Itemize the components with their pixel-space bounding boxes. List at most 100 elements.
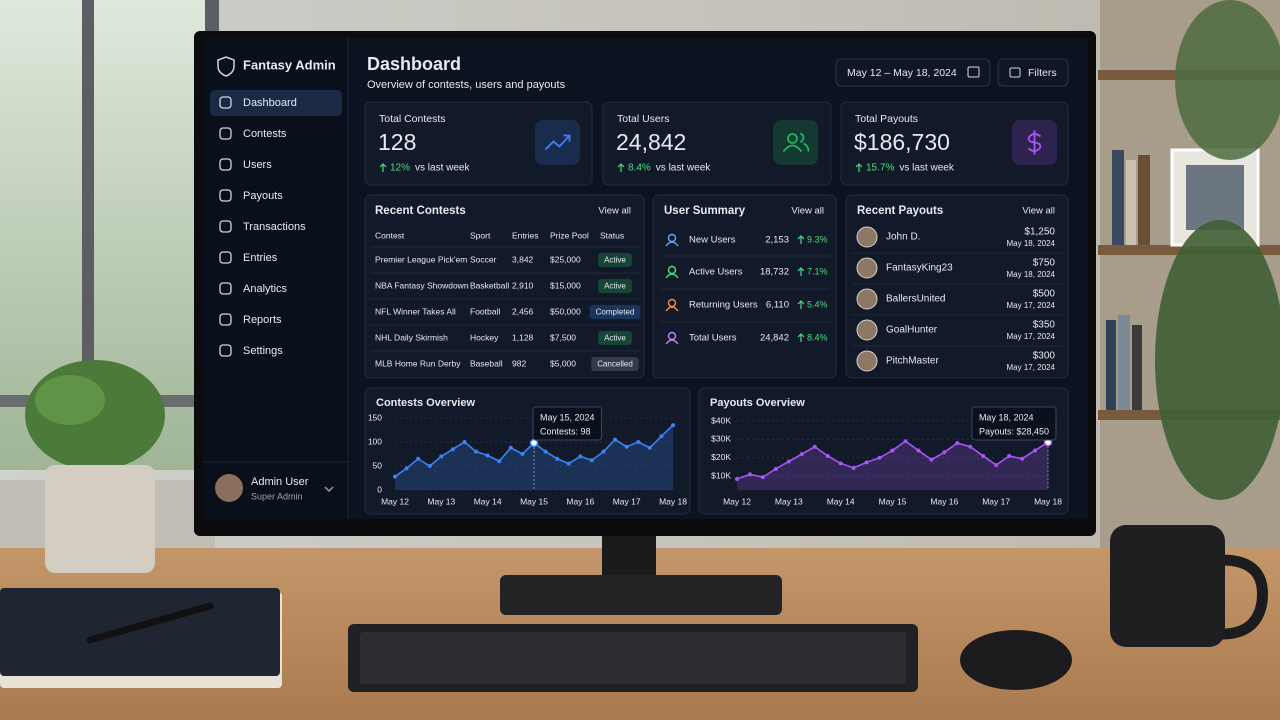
brand: Fantasy Admin	[243, 57, 336, 72]
summary-icon	[665, 241, 679, 247]
payout-amount: $750	[1033, 258, 1056, 269]
x-tick-label: May 17	[613, 496, 641, 506]
stat-label: Total Payouts	[855, 113, 918, 125]
filters-label[interactable]: Filters	[1028, 67, 1057, 79]
brand-icon	[217, 56, 235, 77]
panel-title: Recent Payouts	[857, 205, 943, 217]
nav-icon[interactable]	[219, 189, 232, 202]
y-tick-label: $20K	[711, 452, 731, 462]
point	[555, 456, 560, 461]
tooltip-text: Payouts: $28,450	[979, 426, 1049, 436]
point	[903, 439, 908, 444]
nav-active[interactable]	[210, 90, 342, 116]
nav-item[interactable]: Entries	[243, 252, 278, 264]
pen	[86, 602, 214, 644]
point	[812, 444, 817, 449]
nav-icon[interactable]	[219, 344, 232, 357]
point	[1033, 448, 1038, 453]
up-arrow	[855, 163, 863, 172]
point	[450, 447, 455, 452]
view-all-link[interactable]: View all	[1022, 206, 1055, 217]
y-tick-label: $10K	[711, 470, 731, 480]
payout-amount: $350	[1033, 320, 1056, 331]
mouse	[960, 630, 1072, 690]
view-all-link[interactable]: View all	[791, 206, 824, 217]
payout-name: John D.	[886, 232, 920, 243]
monitor-base	[500, 575, 782, 615]
nav-icon[interactable]	[219, 158, 232, 171]
nav-icon[interactable]	[219, 220, 232, 233]
date-range[interactable]: May 12 – May 18, 2024	[847, 67, 957, 79]
table-cell: $15,000	[550, 280, 581, 290]
point	[659, 434, 664, 439]
nav-icon[interactable]	[219, 96, 232, 109]
nav-icon[interactable]	[219, 313, 232, 326]
view-all-link[interactable]: View all	[598, 206, 631, 217]
book	[1126, 160, 1136, 245]
status-label: Active	[604, 334, 626, 343]
table-cell: 2,456	[512, 306, 534, 316]
summary-change: 9.3%	[807, 234, 828, 244]
filters-icon[interactable]	[1009, 67, 1021, 78]
keyboard-keys	[360, 632, 906, 684]
chart-title: Contests Overview	[376, 397, 475, 409]
filters-button[interactable]	[997, 58, 1069, 87]
up-arrow	[797, 235, 805, 244]
summary-change: 7.1%	[807, 266, 828, 276]
x-tick-label: May 13	[427, 496, 455, 506]
table-cell: NBA Fantasy Showdown	[375, 280, 469, 290]
tooltip-text: Contests: 98	[540, 426, 591, 436]
point	[851, 465, 856, 470]
picture	[1186, 165, 1244, 230]
area	[395, 425, 673, 490]
date-range-button[interactable]	[835, 58, 991, 87]
payout-date: May 18, 2024	[1007, 239, 1056, 248]
point	[1007, 453, 1012, 458]
nav-item[interactable]: Users	[243, 159, 272, 171]
x-tick-label: May 13	[775, 496, 803, 506]
nav-item[interactable]: Settings	[243, 345, 283, 357]
x-tick-label: May 14	[474, 496, 502, 506]
user-avatar[interactable]	[215, 474, 243, 502]
point	[416, 456, 421, 461]
column-header: Sport	[470, 230, 491, 240]
nav-item[interactable]: Transactions	[243, 221, 306, 233]
summary-change: 5.4%	[807, 299, 828, 309]
nav-item[interactable]: Payouts	[243, 190, 283, 202]
column-header: Contest	[375, 230, 405, 240]
nav-icon[interactable]	[219, 282, 232, 295]
point	[968, 444, 973, 449]
point	[427, 464, 432, 468]
nav-icon[interactable]	[219, 251, 232, 264]
point	[636, 440, 641, 444]
summary-change: 8.4%	[807, 332, 828, 342]
payout-avatar	[856, 350, 878, 372]
point	[994, 463, 999, 468]
summary-label: Total Users	[689, 333, 737, 344]
stat-icon	[782, 132, 810, 152]
calendar-icon[interactable]	[967, 66, 980, 78]
stat-value: 24,842	[616, 129, 686, 155]
summary-label: Active Users	[689, 267, 743, 278]
notebook	[0, 588, 280, 676]
y-tick-label: $30K	[711, 434, 731, 444]
point	[838, 461, 843, 466]
point	[786, 459, 791, 464]
tooltip-title: May 18, 2024	[979, 412, 1034, 422]
nav-item[interactable]: Analytics	[243, 283, 288, 295]
status-label: Active	[604, 256, 626, 265]
table-cell: Hockey	[470, 332, 499, 342]
page-title: Dashboard	[367, 54, 461, 74]
nav-item[interactable]: Contests	[243, 128, 287, 140]
nav-item[interactable]: Dashboard	[243, 97, 297, 109]
nav-item[interactable]: Reports	[243, 314, 282, 326]
user-name[interactable]: Admin User	[251, 476, 309, 488]
y-tick-label: $40K	[711, 415, 731, 425]
stat-card	[840, 101, 1069, 186]
point	[462, 440, 467, 444]
nav-icon[interactable]	[219, 127, 232, 140]
user-menu-chevron[interactable]	[324, 486, 334, 492]
point	[578, 454, 583, 459]
point	[474, 449, 479, 454]
y-tick-label: 0	[377, 484, 382, 494]
